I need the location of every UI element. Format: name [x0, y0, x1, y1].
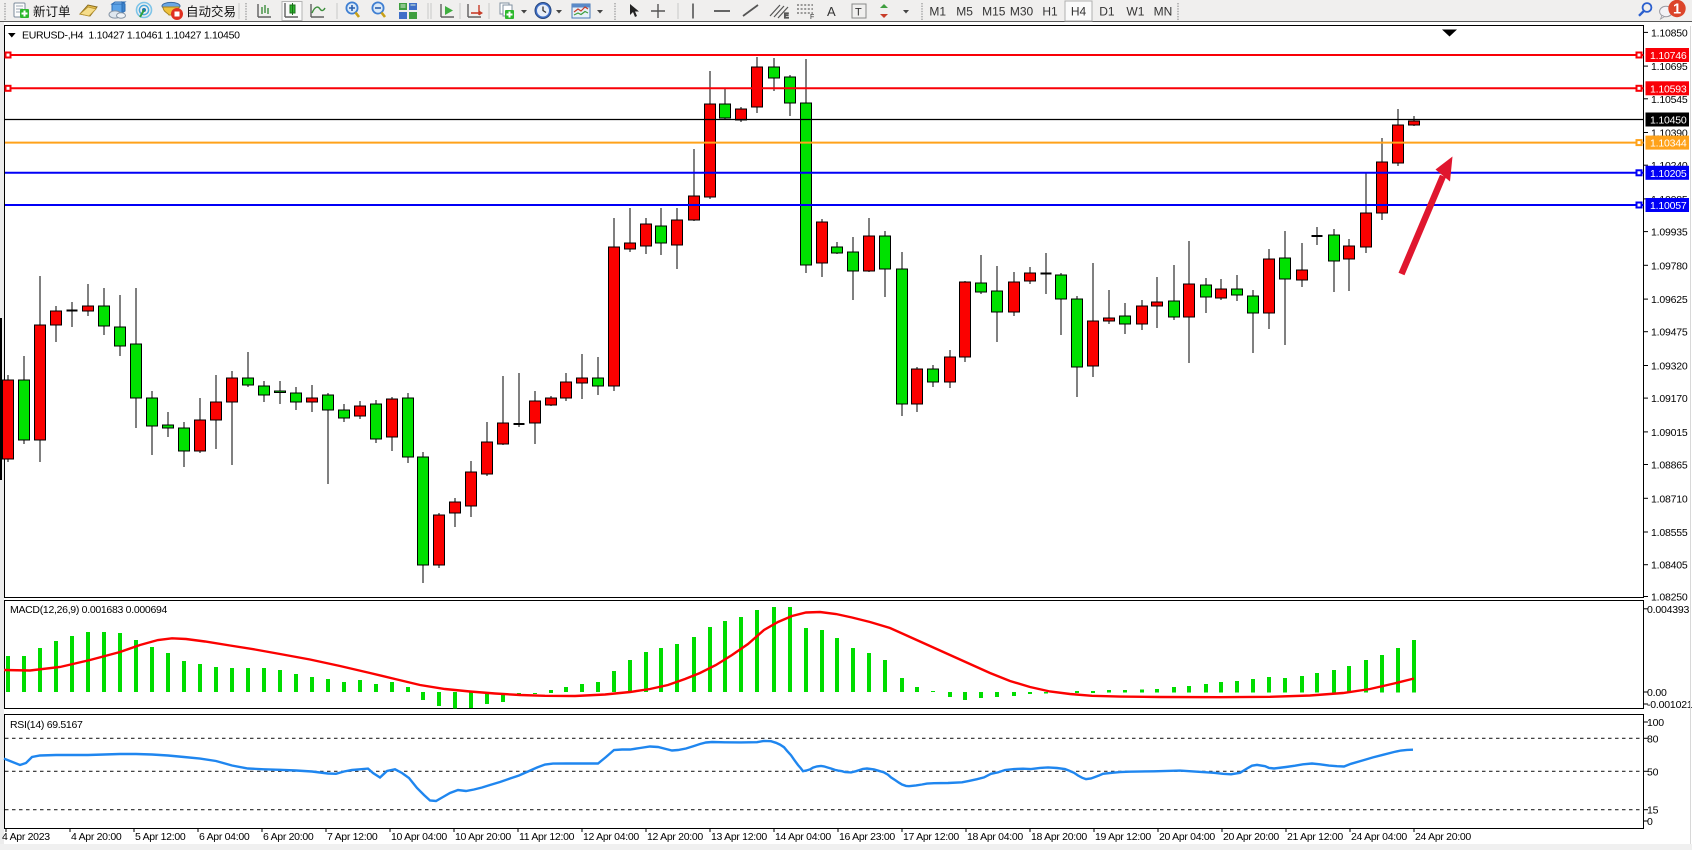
svg-text:1.10746: 1.10746	[1650, 50, 1687, 62]
svg-text:1.09780: 1.09780	[1651, 260, 1688, 272]
svg-text:80: 80	[1647, 733, 1659, 745]
svg-text:21 Apr 12:00: 21 Apr 12:00	[1287, 831, 1343, 843]
svg-text:自动交易: 自动交易	[186, 4, 236, 19]
svg-text:1.10057: 1.10057	[1650, 200, 1687, 212]
svg-text:M15: M15	[982, 5, 1006, 19]
svg-text:-0.001021: -0.001021	[1647, 699, 1692, 711]
svg-text:1: 1	[1673, 2, 1681, 18]
svg-text:M30: M30	[1010, 5, 1034, 19]
svg-text:24 Apr 20:00: 24 Apr 20:00	[1415, 831, 1471, 843]
svg-text:H1: H1	[1042, 5, 1058, 19]
svg-text:1.08405: 1.08405	[1651, 560, 1688, 572]
svg-text:20 Apr 04:00: 20 Apr 04:00	[1159, 831, 1215, 843]
svg-text:0: 0	[1647, 816, 1653, 828]
svg-text:MACD(12,26,9) 0.001683 0.00069: MACD(12,26,9) 0.001683 0.000694	[10, 604, 168, 616]
svg-text:1.08555: 1.08555	[1651, 527, 1688, 539]
svg-text:12 Apr 04:00: 12 Apr 04:00	[583, 831, 639, 843]
svg-text:1.09475: 1.09475	[1651, 327, 1688, 339]
svg-text:1.10545: 1.10545	[1651, 94, 1688, 106]
svg-text:EURUSD-,H4 1.10427 1.10461 1.: EURUSD-,H4 1.10427 1.10461 1.10427 1.104…	[22, 30, 240, 42]
svg-text:RSI(14) 69.5167: RSI(14) 69.5167	[10, 719, 83, 731]
svg-text:14 Apr 04:00: 14 Apr 04:00	[775, 831, 831, 843]
svg-text:1.09170: 1.09170	[1651, 393, 1688, 405]
svg-text:15: 15	[1647, 805, 1659, 817]
svg-text:18 Apr 20:00: 18 Apr 20:00	[1031, 831, 1087, 843]
svg-text:H4: H4	[1071, 5, 1087, 19]
svg-text:1.10593: 1.10593	[1650, 83, 1687, 95]
svg-text:F: F	[810, 14, 814, 21]
svg-text:17 Apr 12:00: 17 Apr 12:00	[903, 831, 959, 843]
svg-text:1.08250: 1.08250	[1651, 592, 1688, 604]
svg-text:50: 50	[1647, 766, 1659, 778]
svg-text:A: A	[827, 4, 836, 19]
svg-text:24 Apr 04:00: 24 Apr 04:00	[1351, 831, 1407, 843]
svg-text:M1: M1	[929, 5, 946, 19]
svg-text:0.00: 0.00	[1647, 687, 1667, 699]
svg-text:7 Apr 12:00: 7 Apr 12:00	[327, 831, 378, 843]
svg-text:1.10205: 1.10205	[1650, 168, 1687, 180]
svg-text:M5: M5	[956, 5, 973, 19]
svg-text:10 Apr 04:00: 10 Apr 04:00	[391, 831, 447, 843]
svg-text:16 Apr 23:00: 16 Apr 23:00	[839, 831, 895, 843]
svg-text:1.10850: 1.10850	[1651, 27, 1688, 39]
svg-text:1.08710: 1.08710	[1651, 493, 1688, 505]
svg-text:1.09935: 1.09935	[1651, 227, 1688, 239]
svg-text:1.10344: 1.10344	[1650, 138, 1687, 150]
svg-text:5 Apr 12:00: 5 Apr 12:00	[135, 831, 186, 843]
svg-text:6 Apr 20:00: 6 Apr 20:00	[263, 831, 314, 843]
svg-text:4 Apr 20:00: 4 Apr 20:00	[71, 831, 122, 843]
svg-text:1.08865: 1.08865	[1651, 460, 1688, 472]
svg-text:13 Apr 12:00: 13 Apr 12:00	[711, 831, 767, 843]
svg-text:12 Apr 20:00: 12 Apr 20:00	[647, 831, 703, 843]
svg-text:1.09015: 1.09015	[1651, 427, 1688, 439]
svg-text:1.10695: 1.10695	[1651, 61, 1688, 73]
svg-text:E: E	[784, 13, 789, 20]
svg-text:18 Apr 04:00: 18 Apr 04:00	[967, 831, 1023, 843]
svg-text:11 Apr 12:00: 11 Apr 12:00	[519, 831, 575, 843]
svg-text:19 Apr 12:00: 19 Apr 12:00	[1095, 831, 1151, 843]
svg-text:20 Apr 20:00: 20 Apr 20:00	[1223, 831, 1279, 843]
svg-text:MN: MN	[1154, 5, 1173, 19]
svg-text:D1: D1	[1099, 5, 1115, 19]
svg-text:100: 100	[1647, 717, 1664, 729]
svg-text:新订单: 新订单	[33, 4, 71, 19]
svg-text:4 Apr 2023: 4 Apr 2023	[2, 831, 50, 843]
svg-text:6 Apr 04:00: 6 Apr 04:00	[199, 831, 250, 843]
svg-text:1.09320: 1.09320	[1651, 361, 1688, 373]
svg-text:W1: W1	[1126, 5, 1144, 19]
svg-text:1.09625: 1.09625	[1651, 294, 1688, 306]
svg-text:1.10450: 1.10450	[1650, 115, 1687, 127]
svg-text:0.004393: 0.004393	[1647, 604, 1690, 616]
svg-text:T: T	[855, 7, 862, 19]
svg-text:10 Apr 20:00: 10 Apr 20:00	[455, 831, 511, 843]
